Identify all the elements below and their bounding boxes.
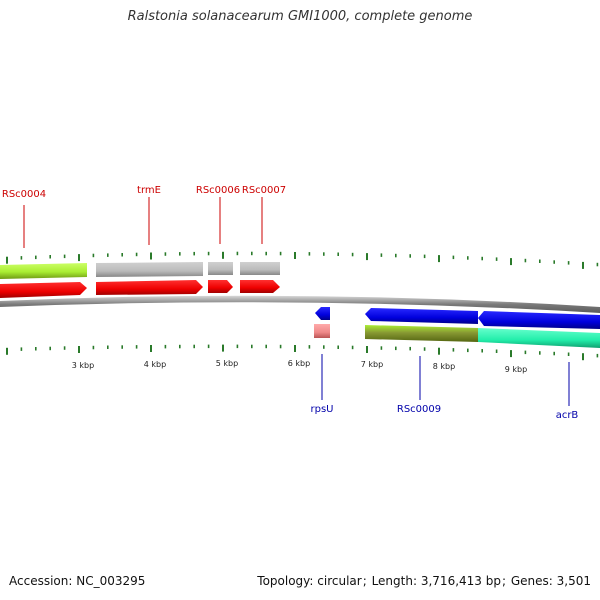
gene-label-RSc0004[interactable]: RSc0004 [2, 189, 46, 200]
feature-lime-RSc0009 [365, 325, 478, 342]
topology-value: circular [317, 574, 362, 588]
scale-label-7kbp: 7 kbp [361, 360, 383, 369]
scale-ticks-inner [6, 344, 599, 361]
cds-arrow-RSc0006[interactable] [208, 280, 233, 293]
gene-label-acrB[interactable]: acrB [556, 410, 579, 421]
cds-arrow-RSc0009[interactable] [365, 308, 478, 324]
scale-label-3kbp: 3 kbp [72, 361, 94, 370]
cds-arrow-RSc0007[interactable] [240, 280, 280, 293]
gene-label-RSc0009[interactable]: RSc0009 [397, 404, 441, 415]
map-title: Ralstonia solanacearum GMI1000, complete… [127, 9, 473, 24]
cds-arrow-acrB[interactable] [478, 311, 600, 329]
accession-info: Accession: NC_003295 [9, 574, 145, 588]
scale-ticks-outer [6, 251, 599, 269]
genes-label: Genes: [510, 574, 553, 588]
feature-gray-trmE [96, 262, 203, 277]
cds-arrow-RSc0004[interactable] [0, 282, 87, 298]
gene-labels-top: RSc0004 trmE RSc0006 RSc0007 [2, 185, 286, 248]
length-value: 3,716,413 bp [420, 574, 501, 588]
topology-label: Topology: [257, 574, 314, 588]
accession-label: Accession: [9, 574, 73, 588]
gene-label-trmE[interactable]: trmE [137, 185, 161, 196]
scale-label-6kbp: 6 kbp [288, 359, 310, 368]
scale-labels: 3 kbp 4 kbp 5 kbp 6 kbp 7 kbp 8 kbp 9 kb… [72, 359, 527, 374]
accession-value: NC_003295 [76, 574, 146, 588]
cds-arrow-trmE[interactable] [96, 280, 203, 295]
scale-label-4kbp: 4 kbp [144, 360, 166, 369]
gene-label-RSc0006[interactable]: RSc0006 [196, 185, 240, 196]
cds-arrow-rpsU[interactable] [315, 307, 330, 320]
feature-pink-rpsU [314, 324, 330, 338]
gene-label-RSc0007[interactable]: RSc0007 [242, 185, 286, 196]
feature-lime-left [0, 263, 87, 279]
gene-label-rpsU[interactable]: rpsU [311, 404, 334, 415]
scale-label-5kbp: 5 kbp [216, 359, 238, 368]
length-label: Length: [371, 574, 418, 588]
genome-summary: Topology: circular; Length: 3,716,413 bp… [257, 574, 591, 588]
gene-labels-bottom: rpsU RSc0009 acrB [311, 354, 579, 421]
scale-label-8kbp: 8 kbp [433, 362, 455, 371]
feature-gray-RSc0006 [208, 262, 233, 275]
genes-value: 3,501 [556, 574, 591, 588]
genome-backbone [0, 295, 600, 313]
feature-teal-acrB [478, 328, 600, 348]
scale-label-9kbp: 9 kbp [505, 365, 527, 374]
feature-gray-RSc0007 [240, 262, 280, 275]
